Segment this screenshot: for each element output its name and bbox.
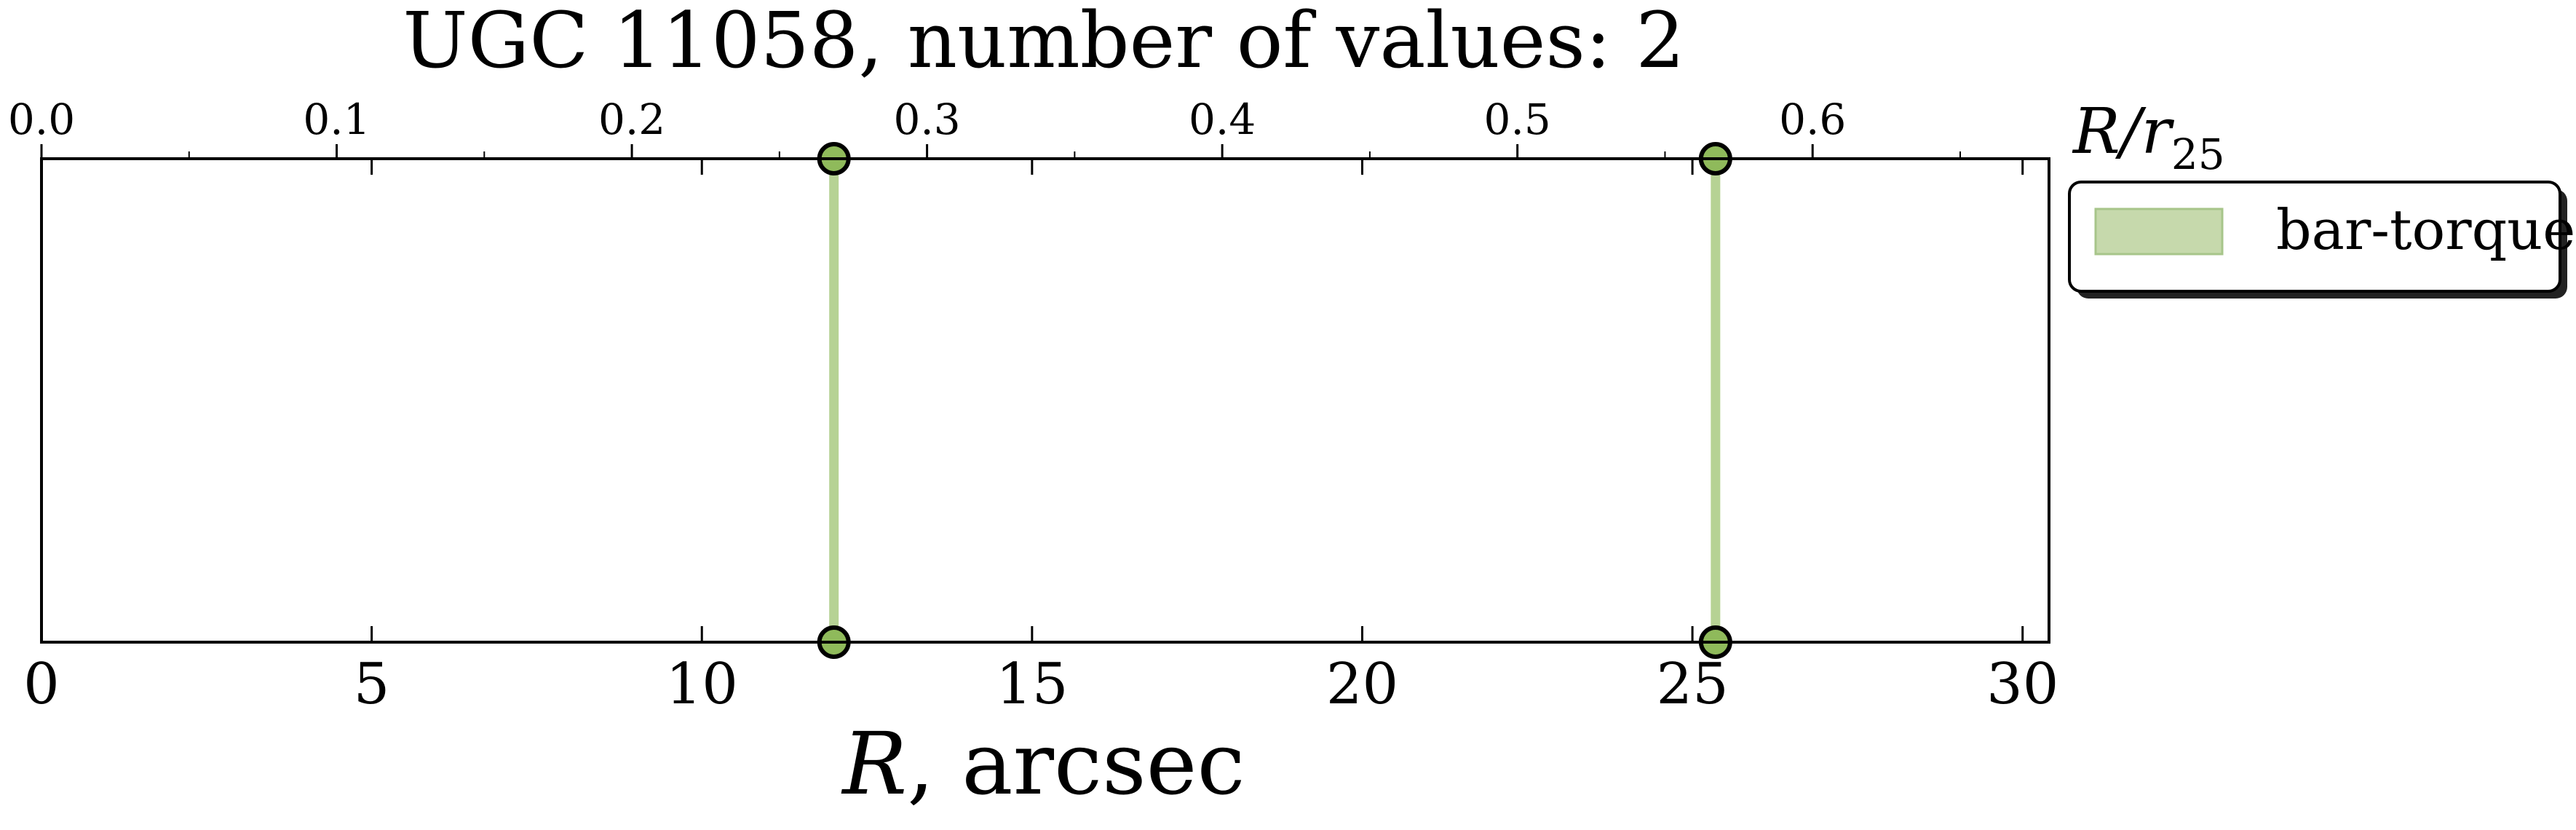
top-tick-label: 0.6: [1779, 95, 1846, 144]
bottom-tick-label: 15: [996, 652, 1068, 717]
bottom-tick-label: 0: [23, 652, 60, 717]
x-axis-label-unit: , arcsec: [907, 714, 1245, 814]
bottom-tick-label: 25: [1656, 652, 1728, 717]
bottom-tick-label: 5: [354, 652, 390, 717]
legend: bar-torque: [2068, 181, 2575, 299]
top-axis-label-subscript: 25: [2171, 130, 2225, 179]
bottom-tick-label: 10: [666, 652, 738, 717]
bottom-tick-label: 20: [1326, 652, 1398, 717]
chart-title: UGC 11058, number of values: 2: [403, 0, 1684, 85]
top-axis-label-main: R/r: [2072, 95, 2175, 168]
legend-swatch-bar-torque: [2094, 208, 2224, 256]
top-tick-label: 0.3: [893, 95, 960, 144]
top-axis-ticks: 0.0 0.1 0.2 0.3 0.4 0.5 0.6: [8, 95, 1961, 159]
top-tick-label: 0.0: [8, 95, 75, 144]
bottom-tick-label: 30: [1986, 652, 2058, 717]
top-tick-label: 0.1: [303, 95, 370, 144]
x-axis-label: R, arcsec: [841, 714, 1245, 814]
plot-area: [40, 157, 2050, 644]
top-tick-label: 0.4: [1189, 95, 1256, 144]
x-axis-label-symbol: R: [841, 714, 907, 814]
series-layer: [817, 142, 1732, 659]
top-axis-label: R/r25: [2072, 95, 2225, 179]
top-tick-label: 0.2: [598, 95, 665, 144]
bottom-axis-ticks: 0 5 10 15 20 25 30: [23, 159, 2058, 717]
top-tick-label: 0.5: [1484, 95, 1551, 144]
legend-label-bar-torque: bar-torque: [2276, 197, 2575, 262]
